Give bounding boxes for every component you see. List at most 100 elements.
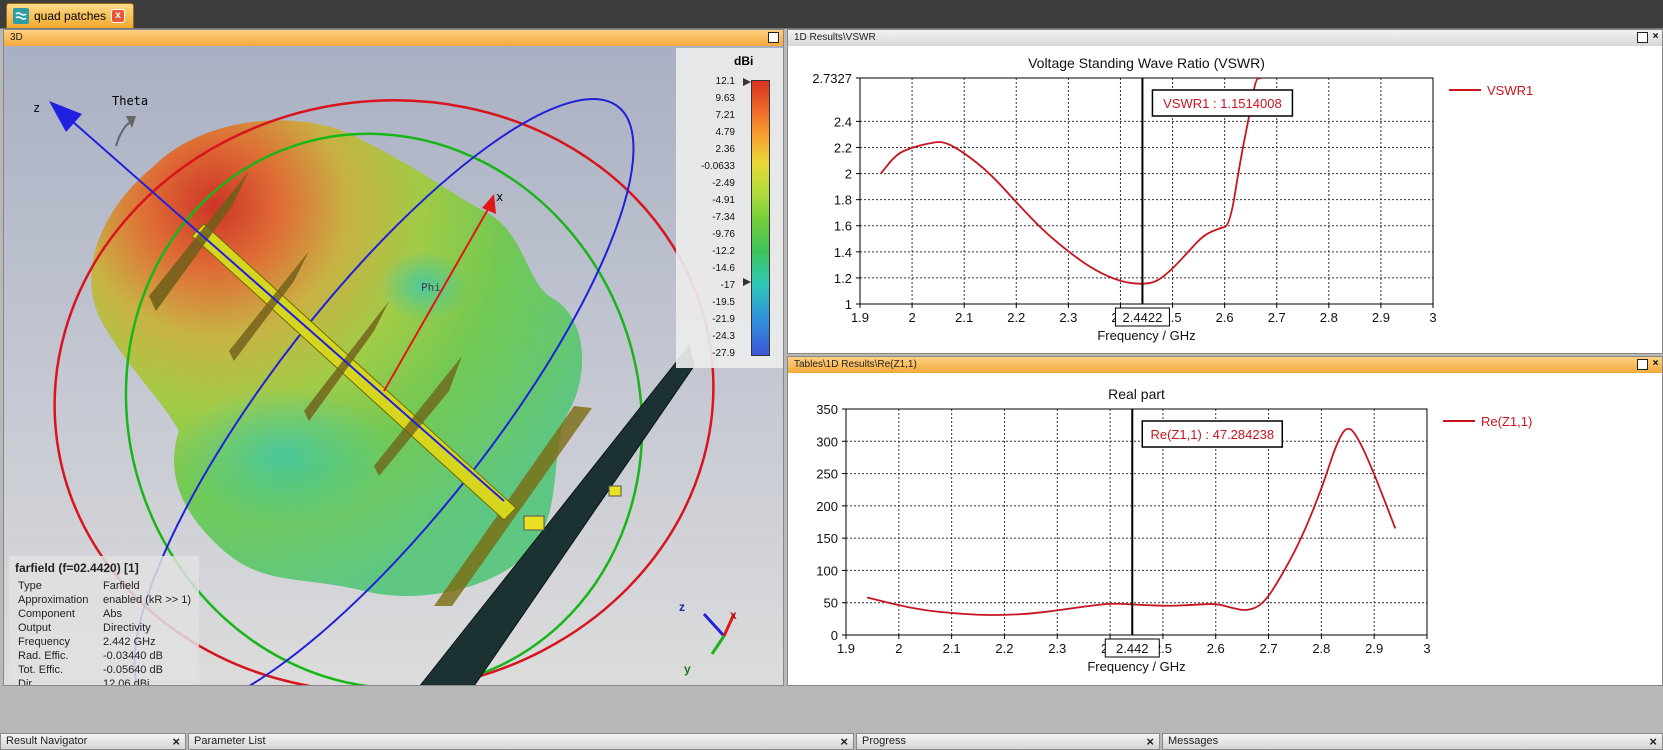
result-navigator-bar[interactable]: Result Navigator ×	[0, 733, 186, 750]
mini-y-axis	[710, 635, 726, 655]
re-z11-plot-area[interactable]: Real part1.922.12.22.32.42.52.62.72.82.9…	[788, 373, 1662, 685]
close-icon[interactable]: x	[111, 9, 125, 23]
x-tick-label: 2.2	[1007, 310, 1025, 325]
z-axis-arrow	[49, 101, 82, 132]
maximize-icon[interactable]	[1637, 359, 1648, 370]
x-tick-label: 2.6	[1216, 310, 1234, 325]
x-tick-label: 2.2	[995, 641, 1013, 656]
panel-3d-title-bar: 3D	[4, 30, 783, 46]
legend-label: Re(Z1,1)	[1481, 414, 1532, 429]
marker-value-box	[1151, 89, 1294, 117]
close-icon[interactable]: ×	[1652, 358, 1659, 369]
colorbar-tick-label: 12.1	[715, 76, 735, 87]
marker-x-label: 2.442	[1116, 641, 1149, 656]
x-tick-label: 2.8	[1312, 641, 1330, 656]
info-key: Rad. Effic.	[18, 650, 69, 662]
tab-quad-patches[interactable]: quad patches x	[6, 3, 134, 28]
close-icon[interactable]: ×	[1652, 31, 1659, 42]
close-icon[interactable]: ×	[1146, 734, 1154, 749]
series-line-0	[880, 78, 1262, 285]
x-tick-label: 3	[1423, 641, 1430, 656]
colorbar-tick-label: -2.49	[712, 178, 735, 189]
marker-x-label: 2.4422	[1123, 310, 1163, 325]
mini-x-label: x	[730, 608, 737, 622]
x-axis-label: Frequency / GHz	[1087, 659, 1185, 674]
maximize-icon[interactable]	[768, 32, 779, 43]
maximize-icon[interactable]	[1637, 32, 1648, 43]
phi-label: Phi	[421, 281, 441, 294]
patch-element	[304, 301, 389, 421]
x-axis-arrow	[482, 194, 496, 214]
panel-3d-title: 3D	[10, 32, 23, 43]
patch-element	[374, 356, 462, 476]
y-tick-label: 2.7327	[812, 71, 852, 86]
close-icon[interactable]: ×	[840, 734, 848, 749]
colorbar-tick-label: -17	[720, 280, 735, 291]
vswr-chart[interactable]: Voltage Standing Wave Ratio (VSWR) 1.9 2 2.…	[788, 46, 1662, 353]
marker-x-box	[1114, 307, 1170, 327]
panel-vswr-title: 1D Results\VSWR	[794, 32, 876, 43]
info-row: Frequency 2.442 GHz	[18, 636, 156, 648]
colorbar-tick-label: -19.5	[712, 297, 735, 308]
x-tick-label: 2	[908, 310, 915, 325]
colorbar-tick-label: -21.9	[712, 314, 735, 325]
y-tick-label: 1	[845, 297, 852, 312]
close-icon[interactable]: ×	[172, 734, 180, 749]
parameter-list-bar[interactable]: Parameter List ×	[188, 733, 854, 750]
y-tick-label: 1.8	[834, 193, 852, 208]
info-key: Component	[18, 608, 75, 620]
re-z11-chart[interactable]: Real part1.922.12.22.32.42.52.62.72.82.9…	[788, 373, 1662, 685]
mini-y-label: y	[684, 662, 691, 676]
x-tick-label: 2.3	[1059, 310, 1077, 325]
colorbar-tick-label: -27.9	[712, 348, 735, 359]
info-row: Output Directivity	[18, 622, 151, 634]
messages-bar[interactable]: Messages ×	[1162, 733, 1663, 750]
info-row: Component Abs	[18, 608, 122, 620]
farfield-scene[interactable]	[4, 46, 783, 685]
x-tick-label: 3	[1429, 310, 1436, 325]
series-line-0	[866, 427, 1397, 616]
colorbar-tick-label: 7.21	[715, 110, 735, 121]
colorbar-tick-label: 2.36	[715, 144, 735, 155]
colorbar-gradient	[751, 80, 770, 356]
mini-x-axis	[722, 613, 736, 637]
x-tick-label: 1.9	[837, 641, 855, 656]
colorbar-tick-label: -4.91	[712, 195, 735, 206]
chart-title: Real part	[1108, 386, 1165, 402]
x-tick-label: 2.7	[1268, 310, 1286, 325]
progress-bar-panel[interactable]: Progress ×	[856, 733, 1160, 750]
marker-value-box	[1141, 420, 1284, 448]
colorbar-tick-label: -0.0633	[701, 161, 735, 172]
x-tick-label: 2.6	[1207, 641, 1225, 656]
theta-label: Theta	[112, 94, 149, 108]
colorbar-tick-label: -7.34	[712, 212, 735, 223]
pattern-null-region	[174, 386, 394, 526]
info-value: Directivity	[103, 622, 151, 634]
connector	[523, 515, 545, 531]
info-value: -0.03440 dB	[103, 650, 163, 662]
x-tick-label: 2.8	[1320, 310, 1338, 325]
x-tick-label: 2.9	[1372, 310, 1390, 325]
info-key: Frequency	[18, 636, 70, 648]
x-axis-label: Frequency / GHz	[1097, 328, 1195, 343]
farfield-3d-view[interactable]: z x Theta Phi z y x dBi 12.1 9.63 7.21 4.79…	[4, 46, 783, 685]
info-value: Abs	[103, 608, 122, 620]
x-axis	[383, 203, 492, 392]
document-tab-bar: quad patches x	[0, 0, 1663, 29]
info-key: Approximation	[18, 594, 89, 606]
parameter-list-label: Parameter List	[194, 735, 266, 747]
colorbar-tick-label: 4.79	[715, 127, 735, 138]
x-tick-label: 2.1	[955, 310, 973, 325]
theta-arrow-head	[126, 116, 136, 128]
marker-x-box	[1104, 638, 1160, 658]
vswr-plot-area[interactable]: Voltage Standing Wave Ratio (VSWR) 1.9 2 2.…	[788, 46, 1662, 353]
colorbar-tick-label: -14.6	[712, 263, 735, 274]
theta-arrow	[115, 120, 133, 147]
farfield-info-title: farfield (f=02.4420) [1]	[15, 561, 139, 575]
close-icon[interactable]: ×	[1649, 734, 1657, 749]
colorbar-tick-label: -24.3	[712, 331, 735, 342]
info-row: Rad. Effic. -0.03440 dB	[18, 650, 163, 662]
marker-value-label: Re(Z1,1) : 47.284238	[1150, 427, 1274, 442]
tab-label: quad patches	[34, 9, 107, 23]
